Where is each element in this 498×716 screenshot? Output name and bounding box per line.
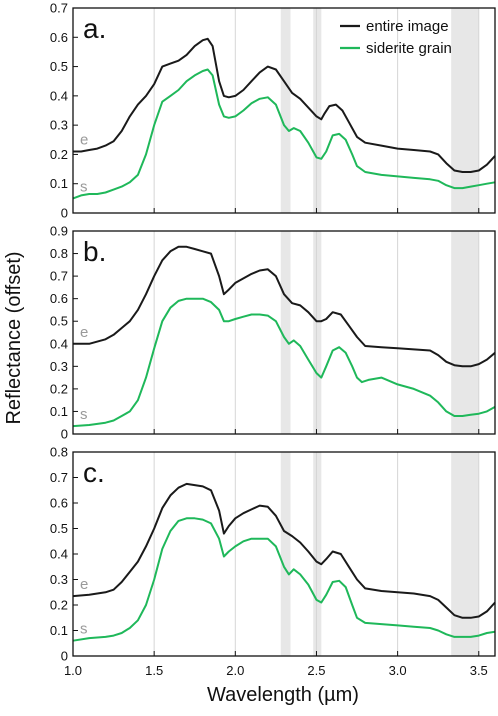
panel-c: 0 0.1 0.2 0.3 0.4 0.5 0.6 0.7 0.8 e s c. — [50, 445, 496, 664]
y-tick-label: 0.7 — [50, 470, 68, 485]
panel-label: a. — [83, 13, 106, 44]
series-line-siderite-grain — [72, 517, 496, 642]
y-tick-label: 0.4 — [50, 547, 68, 562]
panel-label: b. — [83, 236, 106, 267]
series-line-entire-image — [73, 37, 496, 173]
y-tick-label: 0.5 — [50, 59, 68, 74]
curve-tag-e: e — [80, 132, 88, 149]
shaded-band-1 — [280, 231, 291, 434]
y-tick-label: 0.8 — [50, 246, 68, 261]
x-tick-label: 3.0 — [389, 663, 407, 678]
y-tick-label: 0 — [61, 427, 68, 442]
curve-tag-e: e — [80, 324, 88, 341]
x-tick-label: 2.5 — [307, 663, 325, 678]
x-tick-label: 3.5 — [470, 663, 488, 678]
shaded-band-3 — [451, 8, 479, 213]
y-tick-label: 0.4 — [50, 88, 68, 103]
y-tick-label: 0.2 — [50, 381, 68, 396]
series-line-siderite-grain — [72, 68, 496, 200]
y-tick-label: 0.3 — [50, 359, 68, 374]
x-axis: 1.0 1.5 2.0 2.5 3.0 3.5 — [64, 663, 488, 678]
x-tick-label: 2.0 — [226, 663, 244, 678]
panel-a: 0 0.1 0.2 0.3 0.4 0.5 0.6 0.7 e s a. — [50, 1, 496, 221]
y-tick-label: 0.6 — [50, 30, 68, 45]
legend-label: entire image — [366, 18, 449, 35]
x-tick-label: 1.5 — [145, 663, 163, 678]
curve-tag-s: s — [80, 178, 88, 195]
y-tick-label: 0.1 — [50, 176, 68, 191]
y-tick-label: 0.7 — [50, 269, 68, 284]
panels: 00.10.20.30.40.50.60.7esa.00.10.20.30.40… — [50, 1, 496, 664]
panel-label: c. — [83, 457, 105, 488]
y-tick-label: 0.6 — [50, 496, 68, 511]
shaded-band-3 — [451, 231, 479, 434]
y-tick-label: 0.2 — [50, 598, 68, 613]
curve-tag-s: s — [80, 406, 88, 423]
y-tick-label: 0.5 — [50, 314, 68, 329]
shaded-band-1 — [280, 8, 291, 213]
series-line-siderite-grain — [72, 297, 496, 428]
legend: entire image siderite grain — [340, 18, 452, 57]
panel-b: 0 0.1 0.2 0.3 0.4 0.5 0.6 0.7 0.8 0.9 e s b. — [50, 224, 496, 442]
y-tick-label: 0.1 — [50, 623, 68, 638]
x-tick-label: 1.0 — [64, 663, 82, 678]
series-line-entire-image — [72, 482, 496, 619]
plot-frame — [72, 7, 496, 214]
y-tick-label: 0.6 — [50, 291, 68, 306]
shaded-band-3 — [451, 452, 479, 656]
shaded-band-2 — [313, 8, 322, 213]
y-tick-label: 0.9 — [50, 224, 68, 239]
y-tick-label: 0.3 — [50, 572, 68, 587]
shaded-band-1 — [280, 452, 291, 656]
y-tick-label: 0.3 — [50, 118, 68, 133]
y-tick-label: 0.2 — [50, 147, 68, 162]
curve-tag-s: s — [80, 621, 88, 638]
shaded-band-2 — [313, 231, 322, 434]
y-tick-label: 0.1 — [50, 404, 68, 419]
x-axis-title: Wavelength (µm) — [207, 684, 359, 706]
plot-frame — [72, 451, 496, 657]
series-line-entire-image — [73, 245, 496, 368]
y-axis-title: Reflectance (offset) — [3, 251, 25, 424]
y-tick-label: 0.5 — [50, 521, 68, 536]
plot-frame — [72, 230, 496, 435]
y-tick-label: 0.4 — [50, 336, 68, 351]
y-tick-label: 0 — [61, 649, 68, 664]
curve-tag-e: e — [80, 576, 88, 593]
legend-label: siderite grain — [366, 40, 452, 57]
y-tick-label: 0.8 — [50, 445, 68, 460]
y-tick-label: 0 — [61, 206, 68, 221]
y-tick-label: 0.7 — [50, 1, 68, 16]
shaded-band-2 — [313, 452, 322, 656]
